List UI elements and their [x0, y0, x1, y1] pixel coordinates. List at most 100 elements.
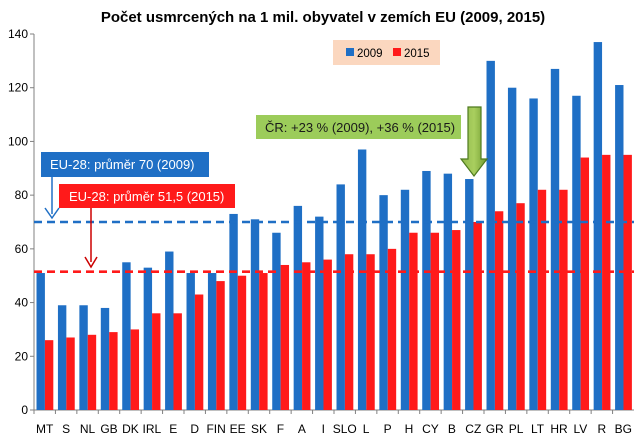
bar-2009-NL: [79, 305, 88, 410]
bar-2015-A: [302, 262, 311, 410]
y-tick-label: 120: [8, 81, 28, 95]
y-tick-label: 140: [8, 27, 28, 41]
x-tick-label: CZ: [465, 422, 481, 436]
bar-2009-I: [315, 216, 324, 410]
x-tick-label: A: [298, 422, 306, 436]
bar-2015-LT: [537, 189, 547, 410]
bar-2009-CY: [422, 170, 431, 410]
annotation-cz: ČR: +23 % (2009), +36 % (2015): [256, 106, 489, 177]
x-tick-label: E: [169, 422, 177, 436]
x-tick-label: MT: [36, 422, 54, 436]
bar-2009-B: [443, 173, 453, 410]
bar-2015-GR: [494, 211, 504, 410]
x-tick-label: HR: [550, 422, 568, 436]
bar-2009-SLO: [336, 184, 345, 410]
x-tick-label: H: [405, 422, 414, 436]
annotation-avg-2015: EU-28: průměr 51,5 (2015): [59, 184, 235, 269]
legend-swatch-2015: [393, 48, 401, 56]
cz-annotation-box: [256, 115, 461, 139]
y-tick-label: 0: [21, 403, 28, 417]
bar-2009-EE: [229, 213, 238, 410]
bar-2009-S: [57, 305, 67, 410]
bar-2009-CZ: [465, 179, 474, 410]
legend-label-2009: 2009: [357, 48, 383, 60]
avg-2015-box: [59, 184, 235, 208]
avg-2015-arrow-head: [84, 256, 98, 269]
bar-2009-IRL: [143, 267, 153, 410]
bar-2015-SK: [259, 273, 268, 410]
x-tick-label: PL: [509, 422, 524, 436]
bar-2009-LT: [529, 98, 538, 411]
bar-2009-BG: [615, 85, 624, 410]
bar-2009-P: [379, 195, 388, 410]
legend: 2009 2015: [333, 40, 440, 65]
bar-2015-SLO: [344, 254, 354, 410]
y-tick-label: 60: [15, 242, 29, 256]
bar-2015-DK: [130, 329, 140, 410]
chart-title: Počet usmrcených na 1 mil. obyvatel v ze…: [101, 9, 545, 26]
x-tick-label: IRL: [143, 422, 162, 436]
x-tick-label: SK: [251, 422, 267, 436]
x-tick-label: I: [322, 422, 325, 436]
avg-2009-label: EU-28: průměr 70 (2009): [50, 157, 195, 172]
x-tick-label: EE: [230, 422, 246, 436]
x-tick-label: SLO: [333, 422, 357, 436]
bar-2009-PL: [507, 87, 517, 411]
bar-2009-E: [165, 251, 174, 410]
bars: [36, 42, 632, 411]
x-tick-label: B: [448, 422, 456, 436]
bar-2015-MT: [44, 340, 54, 410]
avg-2015-label: EU-28: průměr 51,5 (2015): [69, 189, 224, 204]
bar-2009-HR: [550, 68, 560, 410]
x-tick-label: R: [598, 422, 607, 436]
y-tick-label: 80: [15, 188, 29, 202]
bar-2015-P: [387, 248, 397, 410]
bar-2009-L: [357, 149, 367, 411]
bar-2015-HR: [559, 189, 568, 410]
avg-2009-arrow-head: [44, 207, 60, 220]
bar-2015-H: [409, 232, 418, 410]
annotation-avg-2009: EU-28: průměr 70 (2009): [41, 152, 209, 220]
bar-2015-IRL: [152, 313, 161, 410]
bar-2015-FIN: [216, 281, 225, 410]
x-tick-label: F: [277, 422, 284, 436]
bar-2015-GB: [109, 332, 118, 410]
bar-2015-BG: [623, 154, 632, 410]
x-tick-label: GB: [100, 422, 117, 436]
x-tick-label: S: [62, 422, 70, 436]
bar-2009-GR: [486, 60, 495, 411]
bar-2015-S: [66, 337, 75, 410]
bar-2015-D: [194, 294, 204, 410]
bar-2009-FIN: [207, 273, 217, 410]
bar-2009-D: [186, 273, 195, 410]
x-tick-label: D: [190, 422, 199, 436]
bar-2015-I: [323, 259, 332, 410]
bar-2015-CY: [430, 232, 440, 410]
bar-2009-GB: [100, 307, 110, 410]
bar-2015-NL: [87, 334, 97, 410]
x-tick-labels: MT S NL GB DK IRL E D FIN EE SK F A I SLO L P H CY B CZ GR PL L…: [33, 410, 632, 436]
bar-2015-CZ: [473, 222, 482, 410]
cz-annotation-label: ČR: +23 % (2009), +36 % (2015): [265, 120, 455, 135]
y-tick-label: 40: [15, 296, 29, 310]
avg-2009-box: [41, 152, 209, 177]
bar-2009-MT: [36, 273, 45, 410]
bar-2015-EE: [237, 275, 247, 410]
bar-2015-LV: [580, 157, 590, 410]
y-tick-label: 20: [15, 349, 29, 363]
x-tick-label: CY: [422, 422, 439, 436]
cz-annotation-arrow: [459, 106, 489, 177]
bar-2009-SK: [250, 219, 260, 410]
bar-2009-LV: [572, 95, 581, 411]
bar-2009-A: [293, 205, 303, 410]
bar-2009-F: [272, 232, 281, 410]
reference-lines: [34, 220, 634, 273]
x-tick-label: GR: [486, 422, 504, 436]
x-tick-label: P: [384, 422, 392, 436]
bar-2015-E: [173, 313, 182, 410]
legend-label-2015: 2015: [404, 48, 430, 60]
bar-2015-L: [366, 254, 375, 410]
bar-2015-PL: [516, 203, 525, 410]
bar-2009-DK: [122, 262, 131, 410]
bar-2009-R: [593, 42, 603, 411]
